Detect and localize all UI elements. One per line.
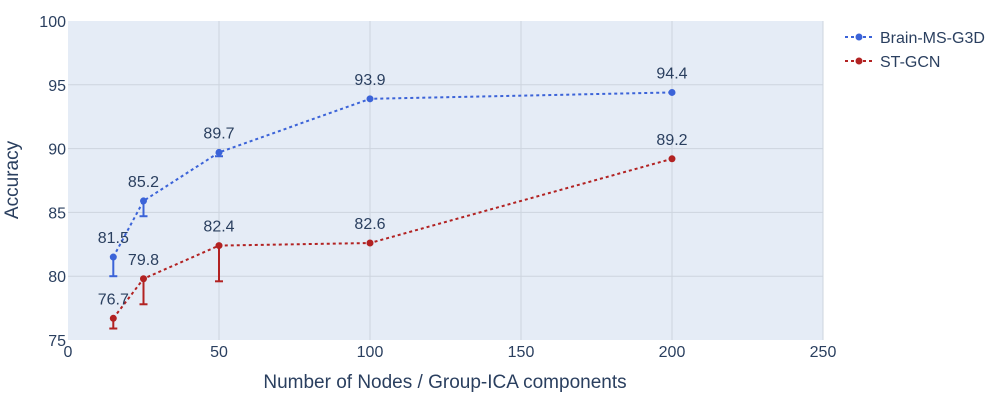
data-label: 85.2 <box>128 174 159 191</box>
y-tick-label: 80 <box>48 269 66 286</box>
data-label: 81.5 <box>98 230 129 247</box>
data-point <box>668 88 676 96</box>
data-label: 93.9 <box>354 72 385 89</box>
data-label: 82.6 <box>354 216 385 233</box>
y-axis-title: Accuracy <box>2 140 23 219</box>
x-tick-label: 150 <box>508 344 535 361</box>
data-point <box>215 148 223 156</box>
y-tick-label: 75 <box>48 333 66 350</box>
legend-label: Brain-MS-G3D <box>880 30 985 47</box>
data-label: 76.7 <box>98 291 129 308</box>
series-layer: 81.5 85.2 89.7 93.9 94.4 76.7 79.8 82.4 82.6 89.2 <box>98 65 688 330</box>
plot-background <box>68 21 823 340</box>
data-point <box>140 197 147 205</box>
data-point <box>140 275 147 283</box>
data-point <box>366 239 374 247</box>
x-tick-label: 250 <box>810 344 837 361</box>
legend[interactable]: Brain-MS-G3D ST-GCN <box>845 30 985 71</box>
data-label: 89.7 <box>203 125 234 142</box>
tick-labels: 0 50 100 150 200 250 75 80 85 90 95 100 <box>39 14 836 361</box>
legend-marker <box>855 33 863 41</box>
series-st-gcn: 76.7 79.8 82.4 82.6 89.2 <box>98 132 688 330</box>
data-label: 82.4 <box>203 219 234 236</box>
y-tick-label: 90 <box>48 142 66 159</box>
data-point <box>109 253 117 261</box>
data-point <box>215 242 223 250</box>
x-tick-label: 100 <box>357 344 384 361</box>
data-label: 94.4 <box>656 65 687 82</box>
data-label: 79.8 <box>128 252 159 269</box>
y-tick-label: 95 <box>48 78 66 95</box>
x-tick-label: 50 <box>210 344 228 361</box>
legend-label: ST-GCN <box>880 54 940 71</box>
x-tick-label: 0 <box>64 344 73 361</box>
data-point <box>668 155 676 163</box>
x-tick-label: 200 <box>659 344 686 361</box>
data-point <box>366 95 374 103</box>
series-brain-ms-g3d: 81.5 85.2 89.7 93.9 94.4 <box>98 65 688 278</box>
data-label: 89.2 <box>656 132 687 149</box>
y-tick-label: 100 <box>39 14 66 31</box>
grid <box>68 21 824 340</box>
y-tick-label: 85 <box>48 205 66 222</box>
legend-item-st-gcn[interactable]: ST-GCN <box>845 54 940 71</box>
series-line <box>112 91 673 258</box>
x-axis-title: Number of Nodes / Group-ICA components <box>263 372 626 393</box>
data-point <box>109 314 117 322</box>
legend-marker <box>855 57 863 65</box>
legend-item-brain-ms-g3d[interactable]: Brain-MS-G3D <box>845 30 985 47</box>
